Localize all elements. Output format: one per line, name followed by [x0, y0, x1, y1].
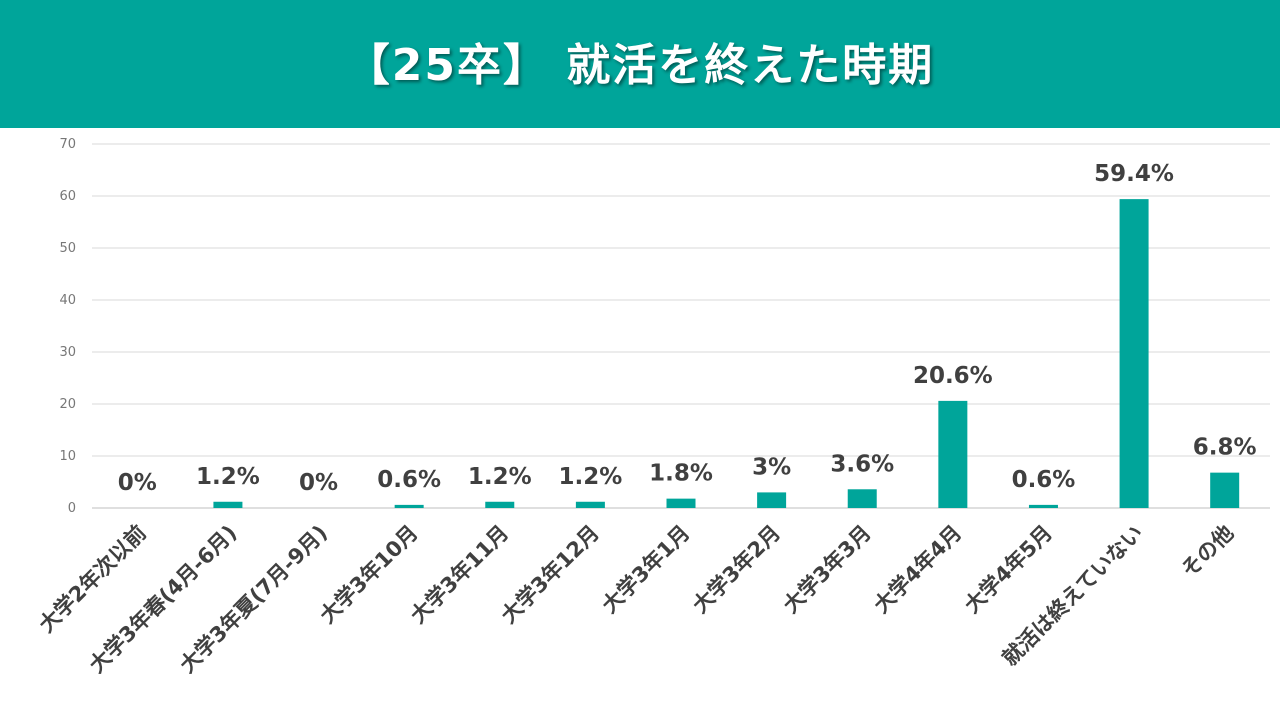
- y-tick-label: 50: [59, 241, 76, 256]
- data-label: 1.2%: [468, 464, 532, 490]
- y-tick-label: 20: [59, 397, 76, 412]
- bar: [847, 489, 877, 508]
- y-tick-label: 40: [59, 293, 76, 308]
- y-tick-label: 30: [59, 345, 76, 360]
- data-label: 0.6%: [1012, 467, 1076, 493]
- y-tick-label: 60: [59, 189, 76, 204]
- x-tick-label: 大学3年1月: [597, 521, 694, 618]
- bar: [485, 501, 515, 508]
- bar: [394, 504, 424, 508]
- data-label: 20.6%: [913, 363, 993, 389]
- x-tick-label: 大学4年4月: [869, 521, 966, 618]
- x-tick-label: 大学3年春(4月-6月): [85, 521, 242, 678]
- x-tick-label: 大学3年2月: [688, 521, 785, 618]
- data-label: 1.8%: [649, 461, 713, 487]
- data-label: 6.8%: [1193, 435, 1257, 461]
- data-label: 3%: [752, 454, 791, 480]
- y-tick-label: 70: [59, 137, 76, 152]
- x-tick-label: 大学3年12月: [497, 521, 604, 628]
- data-label: 0%: [118, 470, 157, 496]
- data-label: 59.4%: [1094, 161, 1174, 187]
- data-label: 3.6%: [830, 451, 894, 477]
- title-banner: 【25卒】 就活を終えた時期: [0, 0, 1280, 128]
- bar: [575, 501, 605, 508]
- y-tick-label: 10: [59, 449, 76, 464]
- bar: [666, 498, 696, 508]
- data-label: 1.2%: [558, 464, 622, 490]
- x-tick-label: 大学3年夏(7月-9月): [175, 521, 332, 678]
- bar: [213, 501, 243, 508]
- bar: [1028, 504, 1058, 508]
- data-label: 1.2%: [196, 464, 260, 490]
- x-tick-label: 大学3年3月: [779, 521, 876, 618]
- bar: [757, 492, 787, 508]
- bar: [1210, 472, 1240, 508]
- bar: [938, 400, 968, 508]
- bar-chart: 0102030405060700%大学2年次以前1.2%大学3年春(4月-6月)…: [34, 137, 1270, 678]
- data-label: 0%: [299, 470, 338, 496]
- x-tick-label: その他: [1177, 521, 1239, 583]
- bar: [1119, 199, 1149, 508]
- chart-title: 【25卒】 就活を終えた時期: [345, 40, 935, 91]
- y-tick-label: 0: [68, 501, 76, 516]
- x-tick-label: 大学4年5月: [960, 521, 1057, 618]
- data-label: 0.6%: [377, 467, 441, 493]
